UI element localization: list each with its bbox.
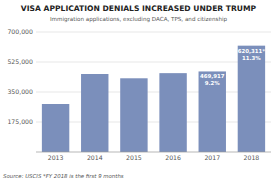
grid xyxy=(36,32,271,122)
source: Source: USCIS *FY 2018 is the first 9 mo… xyxy=(3,173,124,179)
y-tick-label: 525,000 xyxy=(7,58,33,65)
annotation: 620,311*11.3% xyxy=(238,48,266,61)
annotation-line: 9.2% xyxy=(205,80,221,86)
annotation: 469,9179.2% xyxy=(200,73,225,86)
x-tick-label: 2013 xyxy=(48,154,64,161)
bar xyxy=(81,74,108,152)
bar xyxy=(238,46,265,152)
annotation-line: 11.3% xyxy=(242,55,261,61)
annotation-line: 469,917 xyxy=(200,73,225,79)
grid-line xyxy=(36,122,271,123)
bars xyxy=(42,46,265,152)
x-axis-line xyxy=(36,152,271,153)
x-tick-label: 2018 xyxy=(244,154,260,161)
y-tick-label: 175,000 xyxy=(7,118,33,125)
x-tick-label: 2014 xyxy=(87,154,103,161)
x-tick-label: 2016 xyxy=(165,154,181,161)
x-tick-label: 2017 xyxy=(204,154,220,161)
x-tick-label: 2015 xyxy=(126,154,142,161)
chart: VISA APPLICATION DENIALS INCREASED UNDER… xyxy=(0,0,277,182)
grid-line xyxy=(36,92,271,93)
bar xyxy=(159,73,186,152)
grid-line xyxy=(36,62,271,63)
subtitle: Immigration applications, excluding DACA… xyxy=(50,16,228,23)
y-tick-label: 700,000 xyxy=(7,28,33,35)
bar xyxy=(120,78,147,152)
title: VISA APPLICATION DENIALS INCREASED UNDER… xyxy=(21,4,257,13)
bar xyxy=(199,71,226,152)
annotation-line: 620,311* xyxy=(238,48,266,54)
grid-line xyxy=(36,32,271,33)
bar xyxy=(42,104,69,152)
y-tick-label: 350,000 xyxy=(7,88,33,95)
